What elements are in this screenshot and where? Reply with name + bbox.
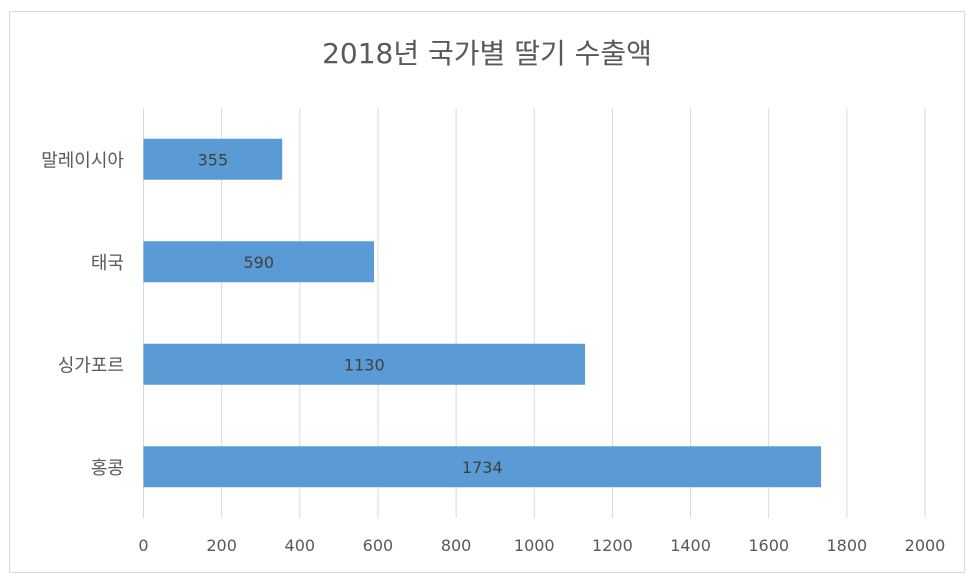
bar-value-label: 1734	[462, 458, 503, 477]
bar-value-label: 355	[198, 150, 229, 169]
bar-2	[143, 241, 375, 283]
x-tick-label: 1400	[670, 536, 711, 555]
bar-3	[143, 343, 586, 385]
x-tick-label: 1200	[592, 536, 633, 555]
category-label: 홍콩	[91, 458, 124, 479]
x-tick-label: 400	[285, 536, 316, 555]
x-tick-label: 800	[441, 536, 472, 555]
bar-1	[143, 138, 283, 180]
chart-title: 2018년 국가별 딸기 수출액	[322, 37, 652, 70]
category-label: 말레이시아	[41, 150, 124, 171]
x-tick-label: 2000	[905, 536, 946, 555]
x-tick-label: 1600	[748, 536, 789, 555]
bar-value-label: 1130	[344, 355, 385, 374]
category-label: 싱가포르	[58, 355, 124, 376]
x-tick-label: 0	[138, 536, 148, 555]
labels: 0 200 400 600 800 1000 1200 1400 1600 1800 2000 355…	[41, 150, 945, 555]
bar-value-label: 590	[243, 253, 274, 272]
x-tick-label: 600	[363, 536, 394, 555]
bar-4	[143, 446, 822, 488]
x-tick-label: 1000	[514, 536, 555, 555]
bars	[143, 138, 822, 488]
x-tick-label: 200	[206, 536, 237, 555]
x-tick-label: 1800	[826, 536, 867, 555]
category-label: 태국	[91, 253, 124, 274]
